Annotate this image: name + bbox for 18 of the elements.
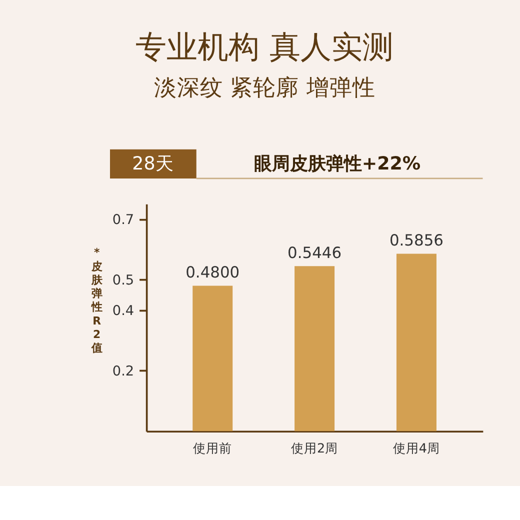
x-tick-label: 使用2周 <box>291 440 338 456</box>
bar <box>396 254 436 432</box>
text: 眼周皮肤弹性+22% <box>254 153 421 174</box>
text: 28天 <box>132 153 174 174</box>
bar <box>192 286 233 432</box>
y-tick-label: 0.5 <box>112 272 134 289</box>
chart-title: 专业机构 真人实测 <box>136 30 394 66</box>
data-label: 0.5446 <box>288 244 342 262</box>
data-label: 0.5856 <box>389 232 444 250</box>
x-tick-label: 使用前 <box>193 440 232 456</box>
y-tick-label: 0.2 <box>112 364 134 380</box>
y-tick-label: 0.7 <box>112 212 134 228</box>
bar <box>294 266 335 432</box>
data-label: 0.4800 <box>186 264 240 282</box>
y-tick-label: 0.4 <box>112 302 134 319</box>
chart-subtitle: 淡深纹 紧轮廓 增弹性 <box>154 74 376 101</box>
x-tick-label: 使用4周 <box>392 440 440 456</box>
y-axis-title: *皮肤弹性R2值 <box>90 246 104 355</box>
